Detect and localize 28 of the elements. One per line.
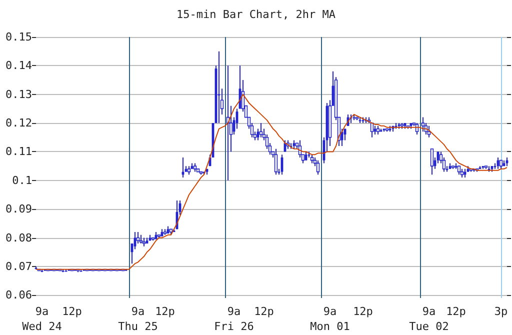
candlestick bbox=[427, 125, 431, 138]
x-tick-label: 9a Fri 26 bbox=[214, 305, 254, 333]
chart-title: 15-min Bar Chart, 2hr MA bbox=[176, 8, 336, 21]
x-tick-label: 12p bbox=[62, 305, 82, 318]
candlestick bbox=[259, 122, 263, 138]
y-tick-label: 0.1 bbox=[12, 174, 32, 187]
candlestick bbox=[274, 148, 278, 176]
y-tick-label: 0.13 bbox=[6, 88, 32, 101]
y-tick-label: 0.11 bbox=[6, 145, 32, 158]
x-tick-label: 12p bbox=[353, 305, 373, 318]
x-tick-label: 12p bbox=[446, 305, 466, 318]
x-tick-label: 12p bbox=[254, 305, 274, 318]
y-tick-label: 0.07 bbox=[6, 260, 32, 273]
x-tick-label: 3p bbox=[494, 305, 508, 318]
y-tick-label: 0.12 bbox=[6, 116, 32, 130]
candlestick bbox=[316, 160, 320, 176]
x-tick-label: 9a Thu 25 bbox=[118, 305, 158, 333]
candlestick bbox=[421, 116, 425, 132]
y-tick-label: 0.09 bbox=[6, 202, 32, 216]
x-tick-label: 9a Wed 24 bbox=[22, 305, 62, 333]
candlestick bbox=[430, 148, 434, 176]
x-tick-label: 9a Mon 01 bbox=[310, 305, 350, 333]
y-tick-label: 0.14 bbox=[6, 59, 32, 72]
x-tick-label: 9a Tue 02 bbox=[409, 305, 449, 333]
y-tick-label: 0.06 bbox=[6, 288, 32, 302]
y-tick-label: 0.15 bbox=[6, 30, 32, 44]
x-tick-label: 12p bbox=[155, 305, 175, 318]
y-tick-label: 0.08 bbox=[6, 231, 32, 244]
